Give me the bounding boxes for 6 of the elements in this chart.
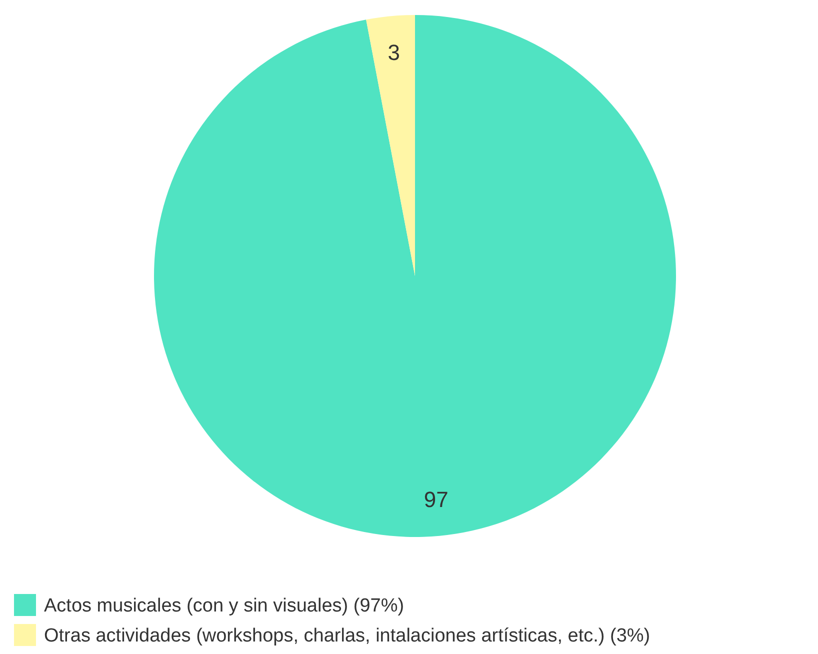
pie-slice xyxy=(154,15,676,537)
data-label: 3 xyxy=(388,40,400,66)
pie-slice xyxy=(366,15,415,276)
data-label: 97 xyxy=(424,487,448,512)
legend-label: Otras actividades (workshops, charlas, intalaciones artísticas, etc.) (3%) xyxy=(44,626,650,647)
legend-label: Actos musicales (con y sin visuales) (97%) xyxy=(44,596,404,617)
